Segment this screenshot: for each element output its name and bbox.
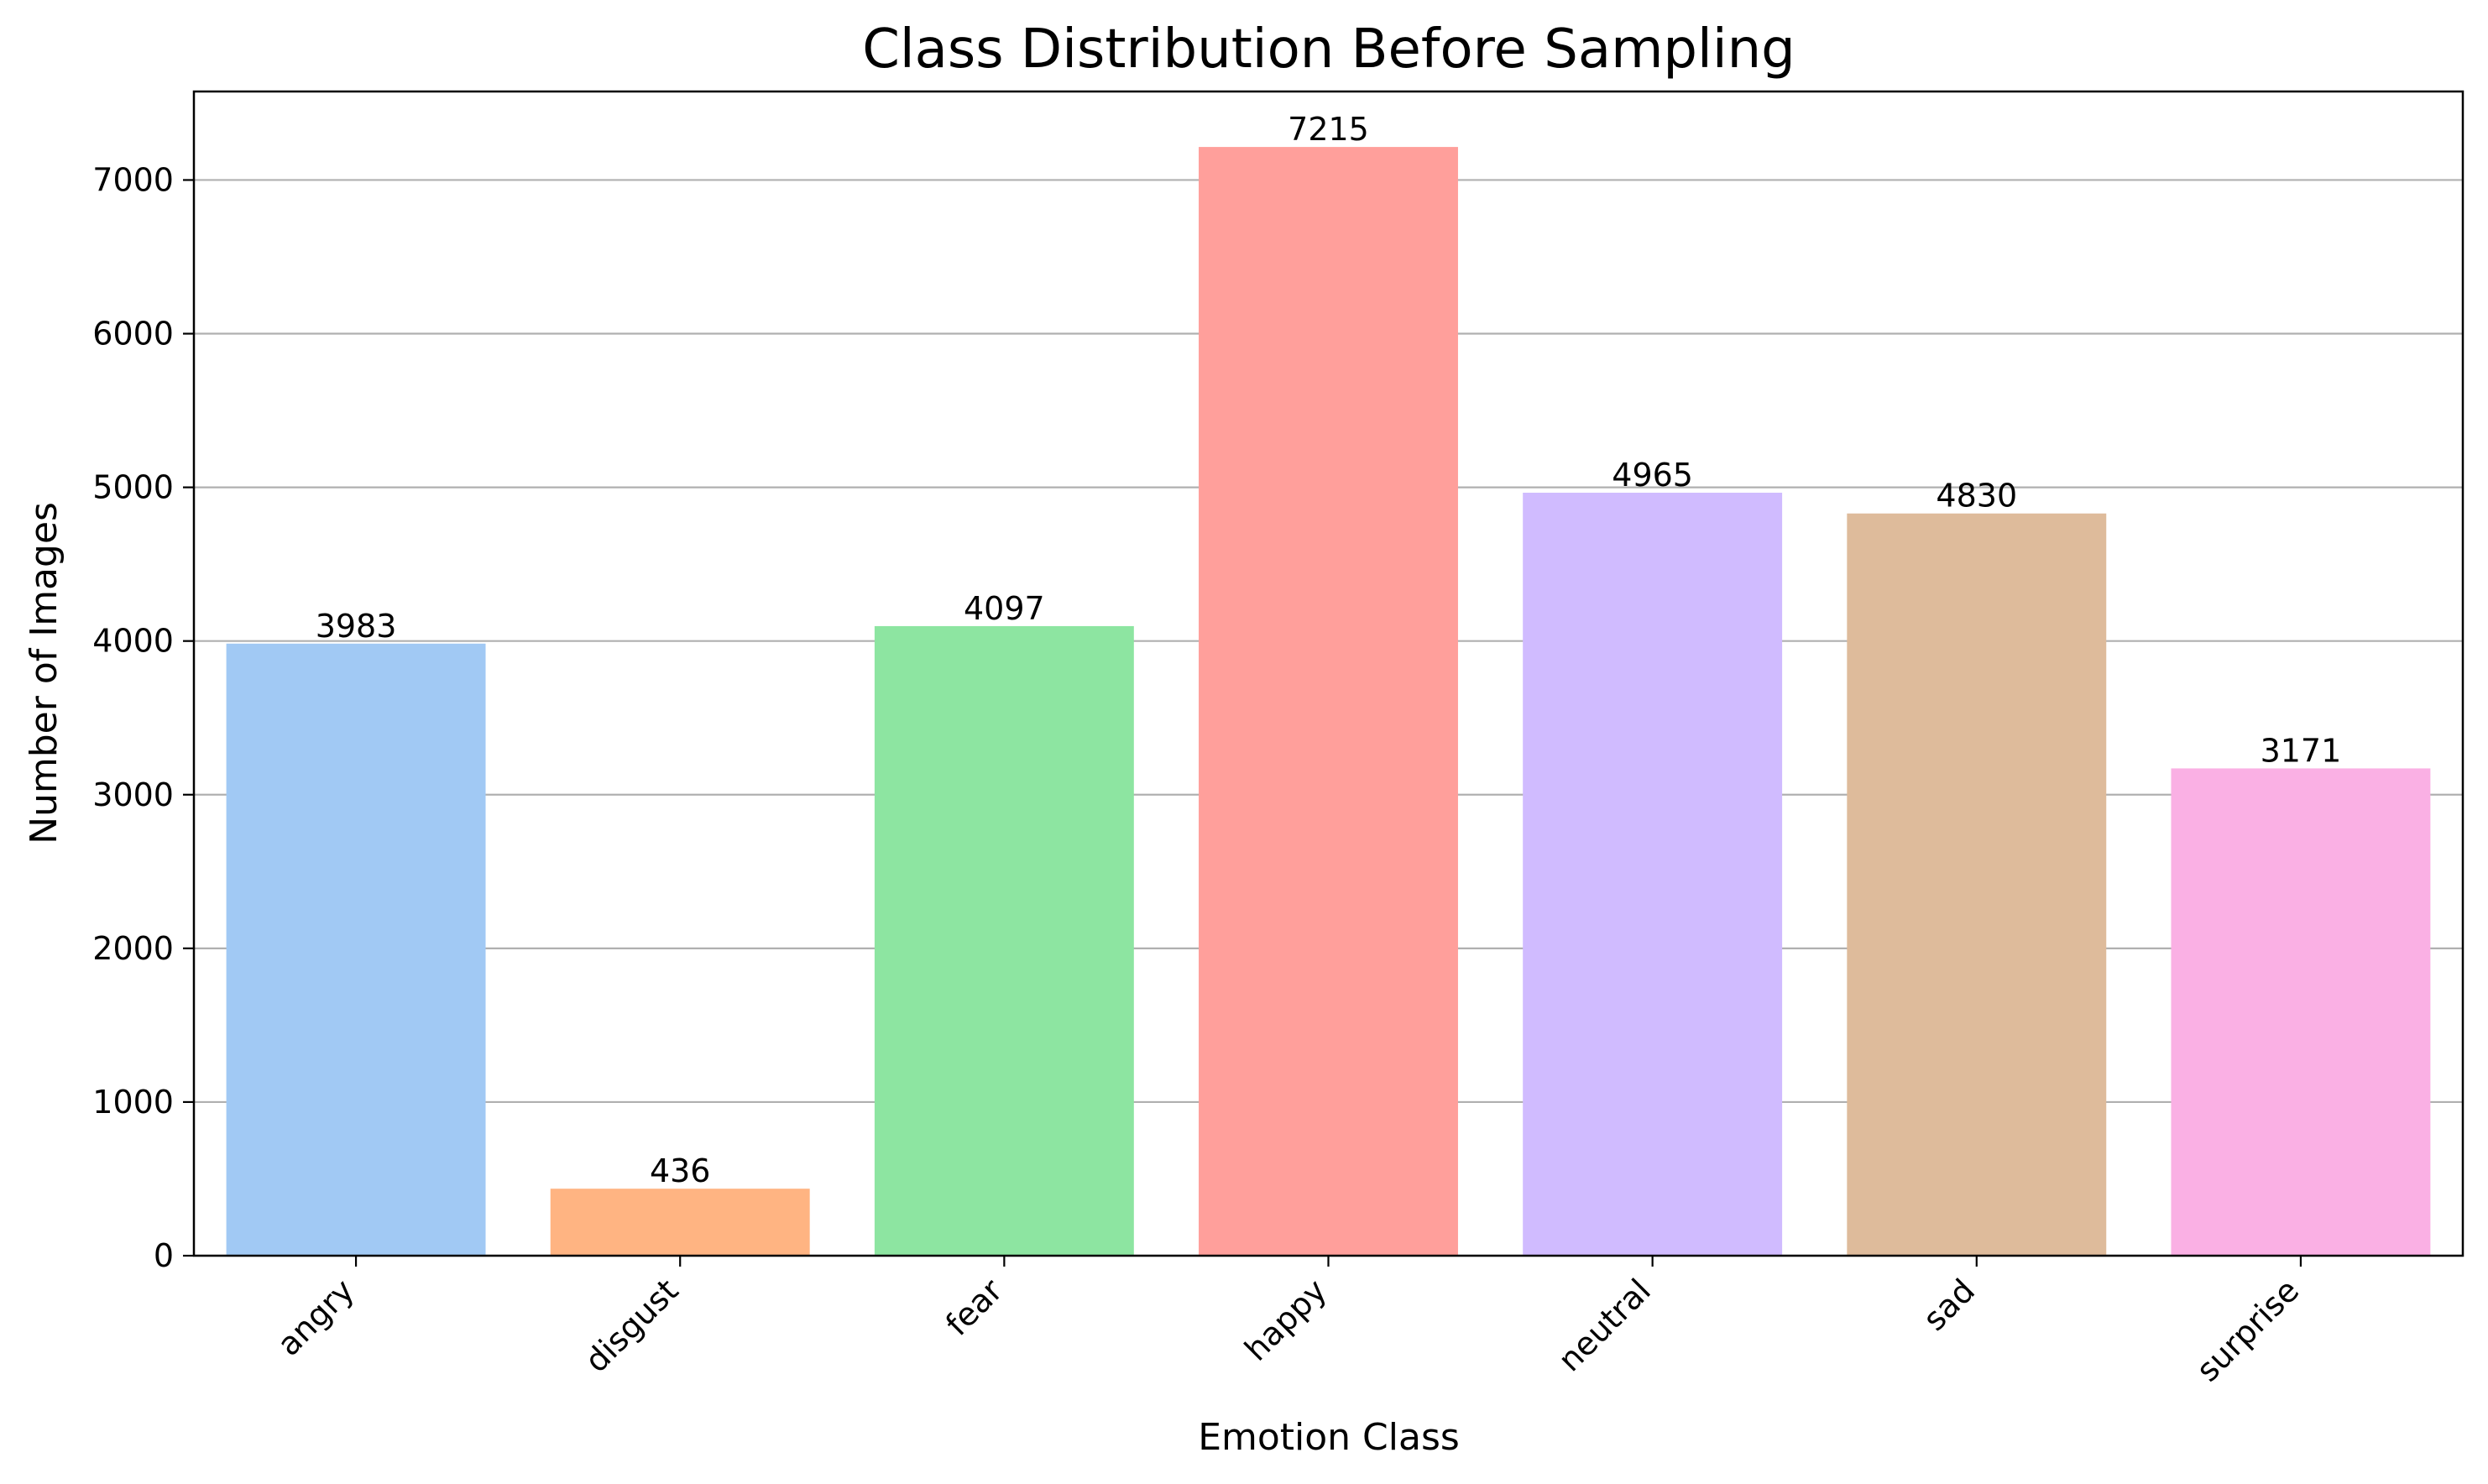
bar-value-label: 436 (650, 1152, 711, 1189)
y-tick-label: 1000 (92, 1084, 174, 1121)
y-axis-ticks: 0 1000 2000 3000 4000 5000 6000 7000 (92, 161, 194, 1274)
y-axis-label: Number of Images (23, 502, 65, 844)
bar-value-label: 3171 (2261, 732, 2342, 769)
bar-value-label: 4965 (1612, 457, 1693, 494)
bars (226, 147, 2431, 1257)
bar-surprise (2171, 768, 2431, 1256)
x-tick-label: neutral (1551, 1272, 1658, 1378)
bar-value-label: 4097 (964, 590, 1045, 627)
x-tick-label: happy (1237, 1272, 1334, 1368)
x-tick-label: sad (1916, 1272, 1983, 1338)
y-tick-label: 4000 (92, 623, 174, 660)
y-tick-label: 6000 (92, 316, 174, 353)
bar-value-labels: 3983 436 4097 7215 4965 4830 3171 (316, 111, 2342, 1189)
bar-happy (1199, 147, 1458, 1257)
bar-disgust (550, 1189, 810, 1256)
bar-sad (1847, 513, 2107, 1256)
bar-value-label: 3983 (316, 608, 397, 645)
bar-value-label: 4830 (1936, 478, 2017, 515)
x-tick-label: disgust (578, 1272, 685, 1379)
x-tick-label: angry (270, 1272, 362, 1363)
chart-title: Class Distribution Before Sampling (862, 18, 1795, 81)
x-tick-label: surprise (2189, 1272, 2306, 1388)
x-axis-label: Emotion Class (1198, 1416, 1460, 1459)
y-tick-label: 5000 (92, 469, 174, 506)
y-tick-label: 3000 (92, 776, 174, 813)
y-tick-label: 2000 (92, 930, 174, 967)
bar-value-label: 7215 (1288, 111, 1369, 148)
x-tick-label: fear (938, 1272, 1010, 1343)
bar-neutral (1523, 493, 1783, 1256)
y-tick-label: 0 (154, 1237, 174, 1274)
bar-angry (226, 643, 486, 1256)
y-tick-label: 7000 (92, 161, 174, 198)
plot-area-frame (192, 90, 2464, 1257)
x-axis-ticks: angry disgust fear happy neutral sad surprise (270, 1256, 2306, 1389)
bar-fear (874, 625, 1134, 1256)
